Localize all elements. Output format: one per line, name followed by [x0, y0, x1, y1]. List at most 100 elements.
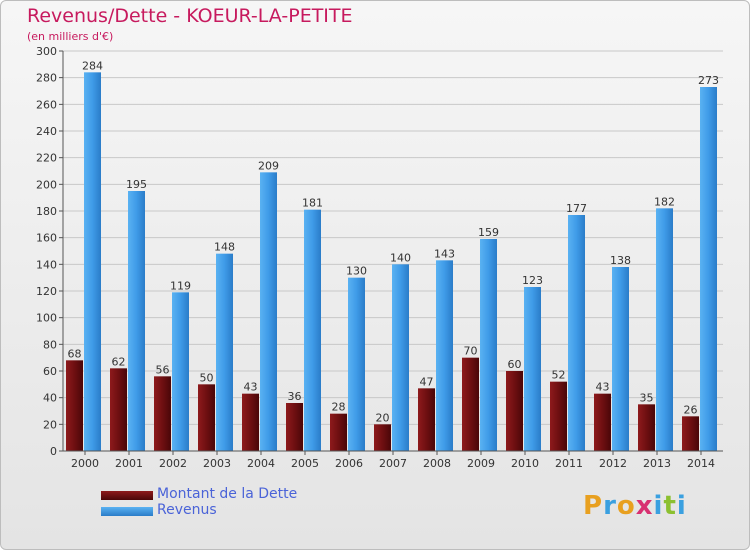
- bar-revenus: [656, 208, 673, 451]
- legend-swatch-revenus: [101, 507, 153, 516]
- bar-debt: [286, 403, 303, 451]
- data-label-debt: 28: [332, 401, 346, 414]
- logo-letter: x: [635, 491, 654, 521]
- x-tick-label: 2011: [555, 457, 583, 470]
- data-label-debt: 36: [288, 390, 302, 403]
- y-tick-label: 40: [43, 392, 57, 405]
- y-tick-label: 160: [36, 232, 57, 245]
- bar-debt: [374, 424, 391, 451]
- bar-revenus: [172, 292, 189, 451]
- data-label-revenus: 143: [434, 247, 455, 260]
- data-label-revenus: 123: [522, 274, 543, 287]
- logo-letter: i: [653, 491, 664, 521]
- data-label-revenus: 181: [302, 197, 323, 210]
- bar-revenus: [348, 277, 365, 451]
- y-tick-label: 200: [36, 178, 57, 191]
- data-label-debt: 52: [552, 369, 566, 382]
- proxiti-logo: Proxiti: [583, 491, 687, 521]
- data-label-debt: 62: [112, 355, 126, 368]
- x-tick-label: 2001: [115, 457, 143, 470]
- bar-debt: [682, 416, 699, 451]
- x-tick-label: 2002: [159, 457, 187, 470]
- y-tick-label: 140: [36, 258, 57, 271]
- bar-debt: [242, 393, 259, 451]
- bar-debt: [506, 371, 523, 451]
- y-tick-label: 220: [36, 152, 57, 165]
- data-label-revenus: 195: [126, 178, 147, 191]
- data-label-revenus: 177: [566, 202, 587, 215]
- chart-title: Revenus/Dette - KOEUR-LA-PETITE: [27, 5, 353, 27]
- data-label-debt: 20: [376, 411, 390, 424]
- y-tick-label: 60: [43, 365, 57, 378]
- bar-debt: [66, 360, 83, 451]
- bar-debt: [154, 376, 171, 451]
- bar-revenus: [524, 287, 541, 451]
- data-label-revenus: 284: [82, 59, 103, 72]
- bar-debt: [638, 404, 655, 451]
- logo-letter: P: [583, 491, 604, 521]
- y-tick-label: 120: [36, 285, 57, 298]
- x-tick-label: 2012: [599, 457, 627, 470]
- bar-revenus: [480, 239, 497, 451]
- data-label-revenus: 273: [698, 74, 719, 87]
- data-label-revenus: 209: [258, 159, 279, 172]
- bar-debt: [550, 381, 567, 451]
- bar-revenus: [612, 267, 629, 451]
- bar-debt: [418, 388, 435, 451]
- data-label-debt: 26: [684, 403, 698, 416]
- x-tick-label: 2009: [467, 457, 495, 470]
- x-tick-label: 2003: [203, 457, 231, 470]
- bar-revenus: [216, 253, 233, 451]
- legend-label-debt: Montant de la Dette: [157, 486, 298, 502]
- data-label-revenus: 140: [390, 251, 411, 264]
- bar-revenus: [260, 172, 277, 452]
- bar-revenus: [700, 87, 717, 451]
- y-tick-label: 20: [43, 418, 57, 431]
- data-label-debt: 50: [200, 371, 214, 384]
- data-label-debt: 43: [244, 381, 258, 394]
- x-tick-label: 2008: [423, 457, 451, 470]
- data-label-revenus: 148: [214, 241, 235, 254]
- bar-debt: [198, 384, 215, 451]
- legend-label-revenus: Revenus: [157, 502, 217, 518]
- legend-swatch-debt: [101, 491, 153, 500]
- y-tick-label: 300: [36, 45, 57, 58]
- bar-revenus: [392, 264, 409, 451]
- bar-revenus: [304, 209, 321, 451]
- logo-letter: t: [663, 491, 677, 521]
- x-tick-label: 2014: [687, 457, 715, 470]
- data-label-debt: 60: [508, 358, 522, 371]
- logo-letter: r: [603, 491, 617, 521]
- x-tick-label: 2005: [291, 457, 319, 470]
- data-label-debt: 43: [596, 381, 610, 394]
- data-label-debt: 68: [68, 347, 82, 360]
- data-label-debt: 70: [464, 345, 478, 358]
- bar-debt: [594, 393, 611, 451]
- x-tick-label: 2006: [335, 457, 363, 470]
- data-label-debt: 47: [420, 375, 434, 388]
- bar-debt: [330, 413, 347, 451]
- y-tick-label: 80: [43, 338, 57, 351]
- y-tick-label: 260: [36, 98, 57, 111]
- chart-subtitle: (en milliers d'€): [27, 30, 114, 43]
- data-label-debt: 35: [640, 391, 654, 404]
- data-label-revenus: 119: [170, 279, 191, 292]
- logo-letter: o: [616, 491, 636, 521]
- y-tick-label: 280: [36, 72, 57, 85]
- x-tick-label: 2013: [643, 457, 671, 470]
- logo-letter: i: [676, 491, 687, 521]
- bar-revenus: [568, 215, 585, 451]
- y-tick-label: 0: [50, 445, 57, 458]
- y-tick-label: 180: [36, 205, 57, 218]
- x-tick-label: 2007: [379, 457, 407, 470]
- bar-revenus: [436, 260, 453, 451]
- y-tick-label: 240: [36, 125, 57, 138]
- bar-debt: [462, 357, 479, 451]
- bar-debt: [110, 368, 127, 451]
- x-tick-label: 2010: [511, 457, 539, 470]
- data-label-revenus: 159: [478, 226, 499, 239]
- bar-revenus: [84, 72, 101, 451]
- data-label-revenus: 130: [346, 265, 367, 278]
